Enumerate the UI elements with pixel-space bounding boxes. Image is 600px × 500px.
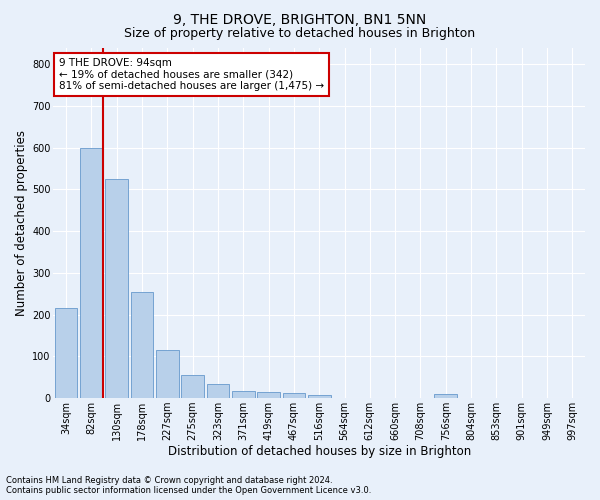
X-axis label: Distribution of detached houses by size in Brighton: Distribution of detached houses by size … <box>167 444 471 458</box>
Bar <box>106 179 128 398</box>
Bar <box>257 392 280 398</box>
Bar <box>308 394 331 398</box>
Bar <box>131 292 154 398</box>
Bar <box>206 384 229 398</box>
Bar <box>80 148 103 398</box>
Text: 9 THE DROVE: 94sqm
← 19% of detached houses are smaller (342)
81% of semi-detach: 9 THE DROVE: 94sqm ← 19% of detached hou… <box>59 58 324 91</box>
Bar <box>232 390 254 398</box>
Y-axis label: Number of detached properties: Number of detached properties <box>15 130 28 316</box>
Bar <box>156 350 179 398</box>
Text: Size of property relative to detached houses in Brighton: Size of property relative to detached ho… <box>124 28 476 40</box>
Text: Contains public sector information licensed under the Open Government Licence v3: Contains public sector information licen… <box>6 486 371 495</box>
Bar <box>283 393 305 398</box>
Bar <box>434 394 457 398</box>
Text: 9, THE DROVE, BRIGHTON, BN1 5NN: 9, THE DROVE, BRIGHTON, BN1 5NN <box>173 12 427 26</box>
Bar <box>55 308 77 398</box>
Bar <box>181 375 204 398</box>
Text: Contains HM Land Registry data © Crown copyright and database right 2024.: Contains HM Land Registry data © Crown c… <box>6 476 332 485</box>
